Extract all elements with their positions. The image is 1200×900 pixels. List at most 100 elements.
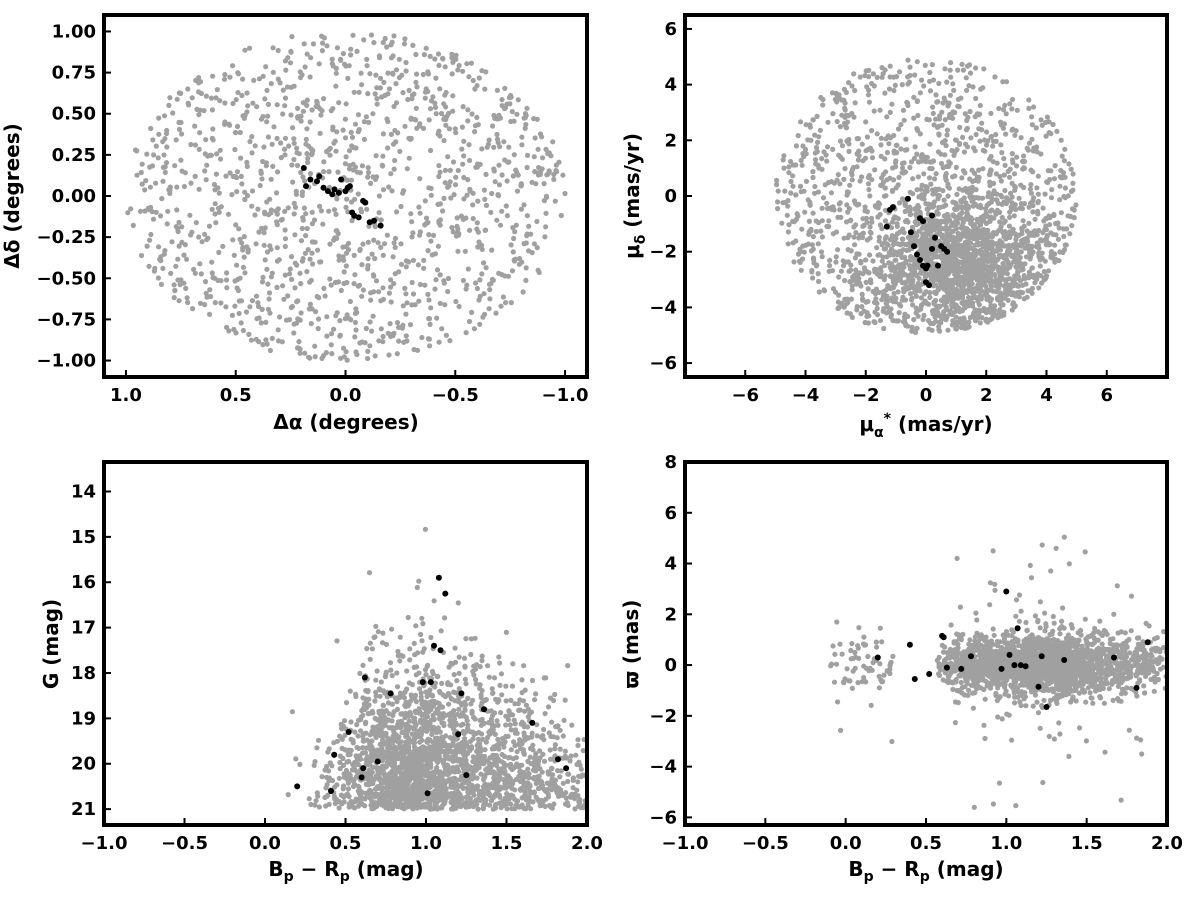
field-point [947, 311, 953, 317]
field-point [971, 170, 978, 176]
field-point [987, 309, 993, 315]
field-point [883, 301, 889, 307]
field-point [992, 74, 998, 80]
field-point [291, 321, 297, 327]
field-point [815, 271, 821, 277]
field-point [460, 277, 466, 284]
field-point [897, 200, 903, 206]
field-point [942, 173, 949, 179]
field-point [950, 81, 956, 87]
field-point [153, 209, 159, 215]
field-point [192, 173, 198, 179]
field-point [558, 212, 564, 219]
field-point [483, 171, 489, 177]
field-point [417, 121, 423, 127]
field-point [224, 270, 230, 276]
field-point [973, 131, 979, 138]
field-point [328, 282, 334, 288]
x-tick-label: 4 [1040, 385, 1053, 406]
field-point [986, 190, 992, 196]
field-point [1010, 126, 1016, 132]
field-point [1029, 290, 1035, 296]
field-point [1010, 277, 1016, 284]
field-point [882, 156, 888, 162]
field-point [946, 100, 952, 106]
field-point [274, 284, 280, 290]
field-point [411, 91, 417, 97]
field-point [329, 331, 335, 337]
field-point [176, 243, 182, 249]
field-point [960, 317, 966, 324]
field-point [420, 125, 427, 131]
field-point [400, 303, 406, 309]
field-point [864, 134, 871, 140]
field-point [307, 74, 313, 80]
field-point [810, 275, 816, 281]
field-point [944, 132, 950, 138]
field-point [391, 281, 397, 287]
field-point [293, 191, 299, 197]
field-point [889, 246, 895, 252]
field-point [388, 299, 394, 305]
field-point [408, 211, 414, 217]
field-point [878, 265, 884, 271]
field-point [407, 646, 413, 652]
member-point [331, 186, 338, 193]
field-point [161, 251, 167, 257]
field-point [321, 169, 327, 175]
field-point [824, 158, 830, 164]
field-point [892, 160, 899, 166]
field-point [249, 203, 255, 209]
field-point [455, 226, 461, 232]
field-point [542, 711, 548, 717]
y-tick-label: 0.00 [52, 186, 96, 207]
field-point [479, 246, 485, 252]
field-point [239, 92, 245, 99]
field-point [279, 339, 285, 345]
field-point [929, 202, 935, 208]
field-point [267, 310, 273, 316]
field-point [906, 241, 912, 247]
field-point [1025, 288, 1031, 294]
field-point [406, 87, 412, 93]
field-point [216, 209, 222, 215]
field-point [452, 126, 458, 132]
field-point [974, 216, 980, 222]
field-point [560, 733, 566, 739]
field-point [305, 159, 311, 166]
field-point [892, 299, 899, 305]
field-point [433, 111, 439, 117]
field-point [1052, 242, 1058, 248]
field-point [976, 309, 982, 316]
field-point [878, 153, 884, 159]
field-point [305, 155, 311, 162]
field-point [798, 267, 804, 273]
field-point [515, 798, 521, 804]
field-point [808, 228, 814, 234]
field-point [235, 89, 241, 96]
field-point [420, 71, 426, 78]
field-point [865, 320, 872, 326]
field-point [539, 166, 545, 172]
field-point [468, 60, 474, 66]
field-point [942, 66, 948, 72]
field-point [531, 154, 537, 160]
field-point [983, 220, 990, 226]
field-point [829, 90, 836, 96]
field-point [1029, 122, 1035, 128]
field-point [977, 102, 983, 109]
y-tick-label: 6 [664, 19, 677, 40]
member-point [346, 183, 353, 190]
field-point [202, 151, 208, 157]
member-point [920, 218, 926, 225]
field-point [942, 315, 948, 321]
field-point [1027, 186, 1033, 192]
field-point [490, 277, 496, 283]
field-point [396, 75, 402, 81]
field-point [927, 294, 933, 300]
field-point [252, 143, 258, 149]
field-point [916, 204, 922, 210]
field-point [524, 233, 530, 239]
field-point [176, 119, 182, 125]
y-tick-label: −4 [649, 297, 677, 318]
